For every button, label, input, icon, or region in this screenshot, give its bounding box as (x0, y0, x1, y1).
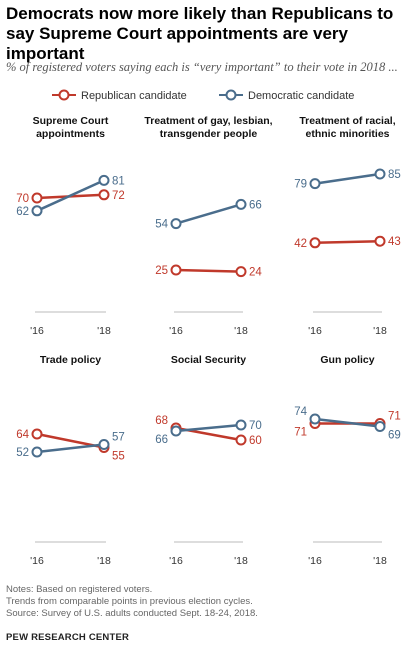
data-point (374, 235, 386, 247)
data-label: 66 (249, 199, 262, 211)
data-point (31, 205, 43, 217)
source-org: PEW RESEARCH CENTER (6, 632, 130, 643)
data-label: 70 (16, 193, 29, 205)
x-tick-label: '18 (97, 555, 111, 567)
x-tick-label: '16 (308, 325, 322, 337)
data-label: 55 (112, 451, 125, 463)
data-label: 24 (249, 267, 262, 279)
small-multiples-chart: Republican candidate Democratic candidate… (16, 89, 401, 567)
x-tick-label: '18 (234, 555, 248, 567)
data-point (170, 425, 182, 437)
x-tick-label: '18 (97, 325, 111, 337)
data-point (31, 446, 43, 458)
chart-panel: Social Security '16 '18 68 60 66 70 (155, 354, 262, 567)
legend-swatch-marker (58, 89, 70, 101)
chart-panel: Gun policy '16 '18 71 71 74 69 (294, 354, 401, 567)
x-tick-label: '18 (373, 555, 387, 567)
data-point (374, 421, 386, 432)
x-tick-label: '16 (169, 555, 183, 567)
legend-entry: Democratic candidate (248, 90, 354, 102)
chart-subtitle: % of registered voters saying each is “v… (6, 60, 398, 74)
series-line (36, 179, 105, 212)
panel-title: ethnic minorities (305, 128, 389, 140)
data-label: 25 (155, 265, 168, 277)
panel-title: Supreme Court (33, 115, 109, 127)
data-point (374, 168, 386, 180)
x-tick-label: '16 (30, 325, 44, 337)
series-line (36, 443, 105, 454)
data-label: 54 (155, 219, 168, 231)
data-label: 62 (16, 206, 29, 218)
data-point (235, 198, 247, 210)
panel-title: appointments (36, 128, 105, 140)
x-tick-label: '16 (169, 325, 183, 337)
series-line (175, 423, 242, 433)
data-point (170, 264, 182, 276)
data-point (309, 237, 321, 249)
data-label: 79 (294, 179, 307, 191)
data-label: 70 (249, 420, 262, 432)
chart-panel: Treatment of gay, lesbian,transgender pe… (144, 115, 272, 337)
chart-panel: Treatment of racial,ethnic minorities '16… (294, 115, 401, 337)
x-tick-label: '16 (308, 555, 322, 567)
data-point (235, 419, 247, 431)
data-point (235, 266, 247, 278)
series-line (175, 268, 242, 273)
data-label: 57 (112, 432, 125, 444)
data-label: 69 (388, 430, 401, 442)
series-line (314, 417, 381, 428)
data-label: 64 (16, 429, 29, 441)
legend-entry: Republican candidate (81, 90, 187, 102)
data-label: 85 (388, 169, 401, 181)
data-label: 71 (294, 427, 307, 439)
legend-swatch-marker (225, 89, 237, 101)
x-tick-label: '16 (30, 555, 44, 567)
source-line: Source: Survey of U.S. adults conducted … (6, 608, 258, 619)
chart-notes: Notes: Based on registered voters. Trend… (6, 584, 414, 620)
data-point (98, 174, 110, 186)
panel-title: transgender people (160, 128, 258, 140)
data-label: 42 (294, 238, 307, 250)
panel-title: Trade policy (40, 354, 101, 366)
data-point (31, 192, 43, 204)
series-line (314, 239, 381, 245)
x-tick-label: '18 (234, 325, 248, 337)
x-tick-label: '18 (373, 325, 387, 337)
data-point (31, 428, 43, 440)
note-line: Notes: Based on registered voters. (6, 584, 153, 595)
chart-panel: Trade policy '16 '18 64 55 52 57 (16, 354, 125, 567)
data-point (170, 218, 182, 230)
data-label: 43 (388, 236, 401, 248)
data-point (235, 434, 247, 446)
data-label: 74 (294, 406, 307, 418)
data-label: 68 (155, 415, 168, 427)
data-label: 60 (249, 435, 262, 447)
panel-title: Treatment of gay, lesbian, (144, 115, 272, 127)
chart-title: Democrats now more likely than Republica… (6, 4, 394, 63)
data-point (309, 413, 321, 425)
data-point (98, 439, 110, 450)
series-line (175, 203, 242, 225)
data-label: 66 (155, 434, 168, 446)
data-label: 71 (388, 411, 401, 423)
data-point (309, 178, 321, 190)
data-label: 81 (112, 175, 125, 187)
note-line: Trends from comparable points in previou… (6, 596, 253, 607)
data-point (98, 189, 110, 201)
data-label: 52 (16, 447, 29, 459)
panel-title: Gun policy (320, 354, 374, 366)
data-label: 72 (112, 190, 125, 202)
panel-title: Social Security (171, 354, 246, 366)
series-line (314, 172, 381, 185)
panel-title: Treatment of racial, (299, 115, 395, 127)
